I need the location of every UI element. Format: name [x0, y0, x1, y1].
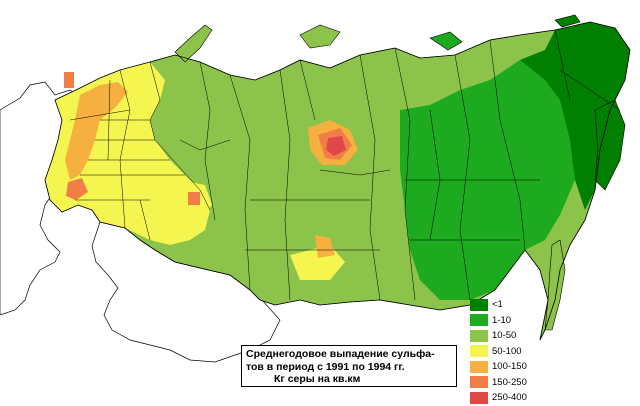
legend-label: 10-50 — [492, 330, 517, 342]
island-novaya-zemlya — [174, 24, 213, 63]
legend-swatch — [470, 360, 488, 373]
legend-item: <1 — [470, 297, 550, 313]
legend-label: <1 — [492, 299, 503, 311]
zone-100-150-west — [65, 82, 128, 180]
legend-item: 10-50 — [470, 328, 550, 344]
legend-item: 1-10 — [470, 313, 550, 329]
zone-lt1-far-east — [520, 22, 630, 210]
legend-swatch — [470, 391, 488, 404]
zone-250-400-norilsk — [326, 136, 346, 156]
zone-100-150-ural — [188, 192, 200, 205]
legend-swatch — [470, 298, 488, 311]
legend-item: 50-100 — [470, 344, 550, 360]
map-legend: <1 1-10 10-50 50-100 100-150 150-250 250… — [470, 297, 550, 406]
island-new-siberian — [429, 31, 463, 51]
legend-swatch — [470, 376, 488, 389]
island-arctic — [299, 24, 341, 49]
zone-50-100-kuzbass — [315, 235, 335, 258]
island-sakhalin — [544, 239, 566, 331]
zone-1-10-east — [400, 50, 580, 300]
caption-line-2: тов в период с 1991 по 1994 гг. — [246, 360, 405, 373]
legend-label: 250-400 — [492, 392, 527, 404]
caption-line-1: Среднегодовое выпадение сульфа- — [246, 348, 435, 360]
legend-label: 150-250 — [492, 376, 527, 388]
caption-line-3: Кг серы на кв.км — [274, 373, 361, 385]
legend-item: 250-400 — [470, 390, 550, 406]
island-wrangel — [554, 14, 581, 28]
legend-swatch — [470, 345, 488, 358]
peninsula-kamchatka — [594, 99, 626, 191]
legend-label: 1-10 — [492, 314, 512, 326]
region-boundaries — [69, 29, 621, 301]
map-caption: Среднегодовое выпадение сульфа- тов в пе… — [241, 345, 457, 387]
territory-border — [44, 21, 631, 341]
legend-swatch — [470, 314, 488, 327]
legend-label: 50-100 — [492, 345, 522, 357]
legend-item: 150-250 — [470, 375, 550, 391]
legend-label: 100-150 — [492, 361, 527, 373]
legend-swatch — [470, 329, 488, 342]
zone-150-250-west — [66, 178, 88, 200]
zone-150-250-kola — [64, 72, 74, 88]
legend-item: 100-150 — [470, 359, 550, 375]
